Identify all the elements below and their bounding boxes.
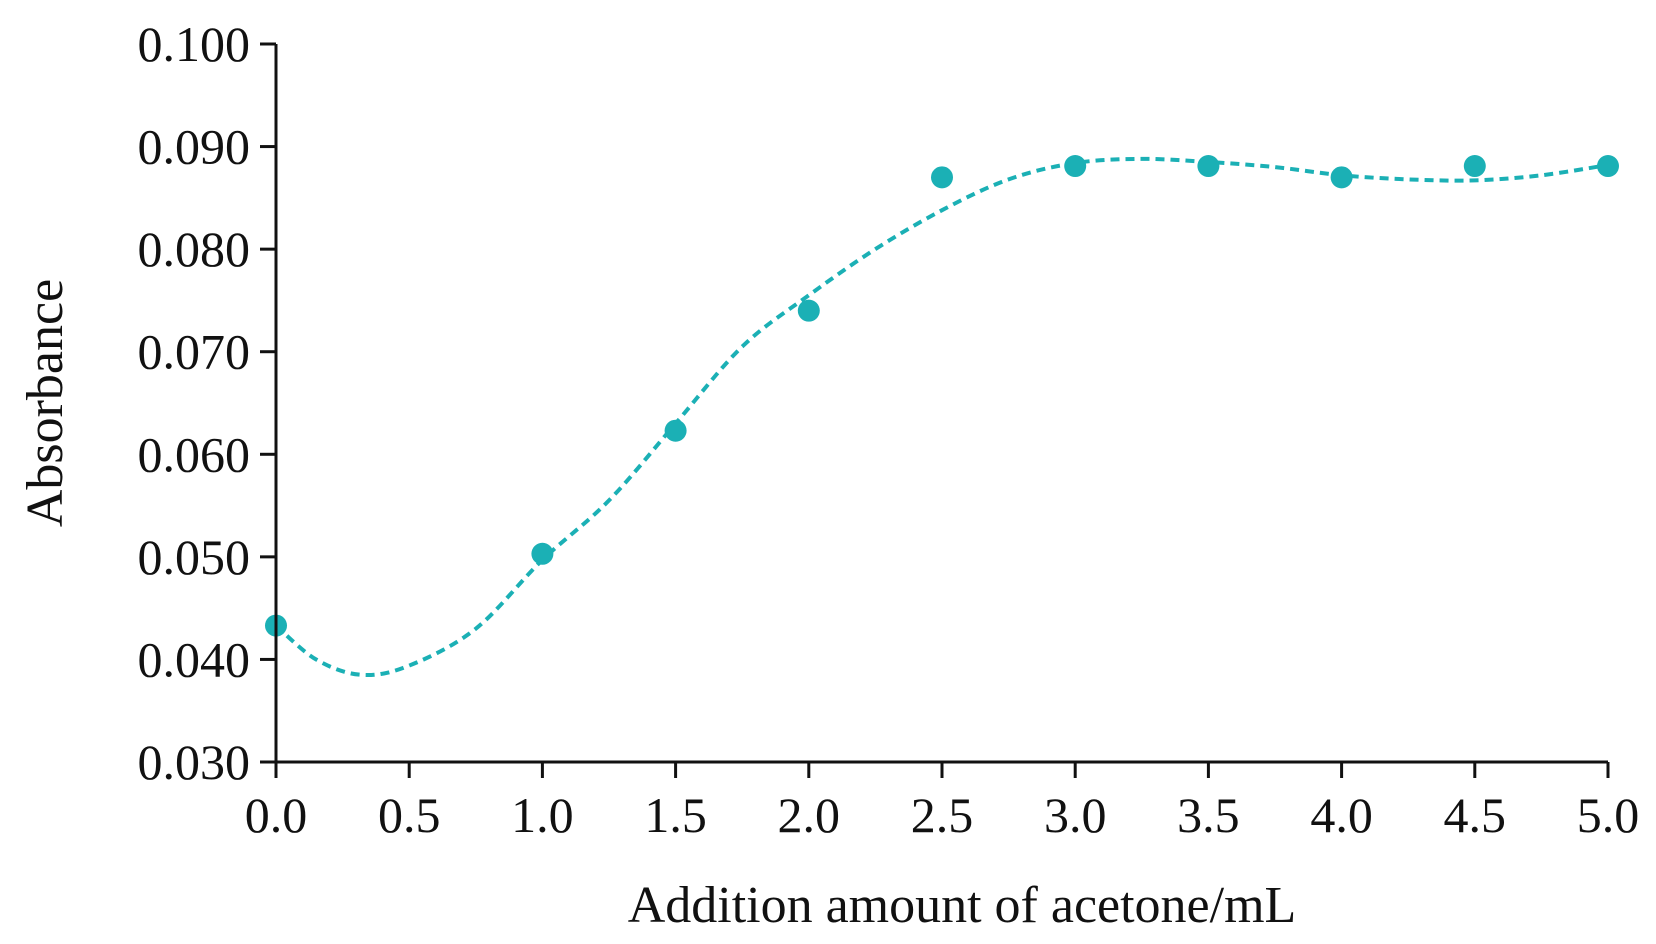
x-tick-label: 0.5 — [378, 787, 441, 843]
x-tick-label: 2.0 — [778, 787, 841, 843]
plot-area — [265, 155, 1619, 678]
data-point — [664, 419, 687, 442]
x-axis-ticks: 0.0 0.5 1.0 1.5 2.0 2.5 3.0 3.5 4.0 4.5 5.0 — [245, 762, 1640, 843]
data-points-layer — [265, 155, 1619, 637]
x-tick-label: 1.5 — [644, 787, 707, 843]
data-point — [1330, 166, 1353, 189]
data-point — [1463, 155, 1486, 178]
y-tick-label: 0.070 — [138, 324, 251, 380]
data-point — [797, 299, 820, 322]
x-tick-label: 5.0 — [1577, 787, 1640, 843]
data-point — [1597, 155, 1619, 178]
x-tick-label: 4.5 — [1444, 787, 1507, 843]
x-tick-label: 1.0 — [511, 787, 574, 843]
data-point — [531, 542, 554, 565]
data-point — [1064, 155, 1087, 178]
y-tick-label: 0.060 — [138, 426, 251, 482]
y-axis-title: Absorbance — [17, 279, 74, 527]
x-tick-label: 2.5 — [911, 787, 974, 843]
x-tick-label: 3.0 — [1044, 787, 1107, 843]
y-axis-ticks: 0.030 0.040 0.050 0.060 0.070 0.080 0.090 0.100 — [138, 16, 276, 790]
x-axis-title: Addition amount of acetone/mL — [628, 877, 1297, 934]
y-tick-label: 0.050 — [138, 529, 251, 585]
trendline-layer — [274, 156, 1609, 678]
x-tick-label: 4.0 — [1310, 787, 1373, 843]
trendline — [274, 156, 1609, 678]
data-point — [931, 166, 953, 189]
x-tick-label: 3.5 — [1177, 787, 1240, 843]
y-tick-label: 0.090 — [138, 119, 251, 175]
y-tick-label: 0.080 — [138, 221, 251, 277]
data-point — [1197, 155, 1220, 178]
x-tick-label: 0.0 — [245, 787, 308, 843]
y-tick-label: 0.030 — [138, 734, 251, 790]
y-tick-label: 0.040 — [138, 631, 251, 687]
axes: 0.030 0.040 0.050 0.060 0.070 0.080 0.090 0.100… — [138, 16, 1640, 843]
y-tick-label: 0.100 — [138, 16, 251, 72]
